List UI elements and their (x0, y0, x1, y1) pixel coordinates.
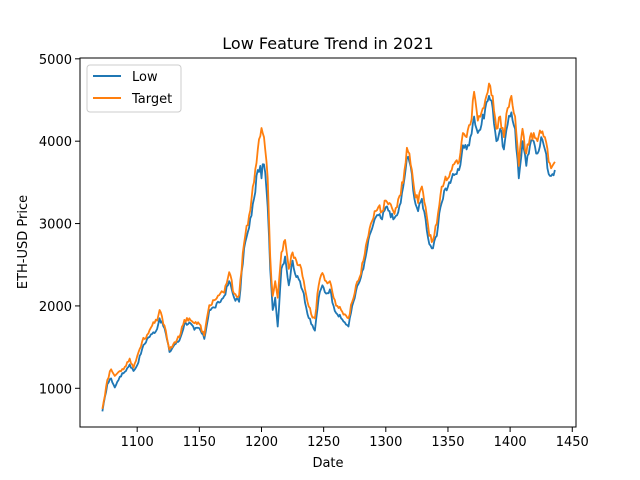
y-axis-title: ETH-USD Price (16, 195, 31, 289)
y-tick-label: 4000 (39, 135, 72, 150)
x-tick-label: 1100 (121, 435, 154, 450)
legend: Low Target (86, 64, 182, 113)
x-tick-label: 1250 (307, 435, 340, 450)
chart-title: Low Feature Trend in 2021 (222, 34, 433, 53)
legend-label-target: Target (131, 92, 172, 107)
x-tick-label: 1200 (245, 435, 278, 450)
plot-frame (79, 57, 577, 428)
x-tick-label: 1450 (556, 435, 589, 450)
x-tick-label: 1300 (369, 435, 402, 450)
x-axis: 1100 1150 1200 1250 1300 1350 1400 1450 (121, 427, 589, 450)
legend-label-low: Low (132, 70, 158, 85)
y-axis: 1000 2000 3000 4000 5000 (39, 53, 80, 397)
low-series-line (101, 95, 556, 412)
x-tick-label: 1400 (494, 435, 527, 450)
y-tick-label: 3000 (39, 218, 72, 233)
x-tick-label: 1150 (183, 435, 216, 450)
y-tick-label: 1000 (39, 382, 72, 397)
x-axis-title: Date (312, 456, 343, 471)
y-tick-label: 5000 (39, 53, 72, 68)
x-tick-label: 1350 (431, 435, 464, 450)
target-series-line (101, 82, 556, 410)
plot-area (79, 57, 577, 428)
series-layer (101, 82, 556, 412)
plot-background (80, 58, 576, 427)
y-tick-label: 2000 (39, 300, 72, 315)
